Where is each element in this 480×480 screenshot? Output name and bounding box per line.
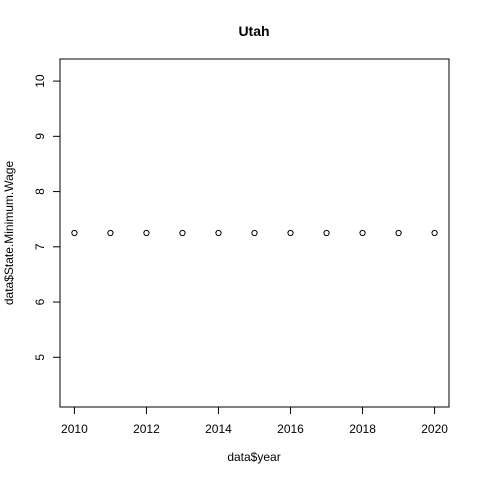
data-point	[71, 229, 78, 237]
y-axis: 5 6 7 8 9 10	[33, 74, 61, 361]
data-point	[215, 229, 222, 237]
data-point	[251, 229, 258, 237]
y-tick-label: 10	[33, 74, 47, 88]
y-axis-label: data$State.Minimum.Wage	[2, 161, 16, 306]
y-tick-label: 8	[33, 188, 47, 195]
data-points	[71, 229, 438, 237]
data-point	[287, 229, 294, 237]
y-tick-label: 6	[33, 298, 47, 305]
x-tick-label: 2012	[133, 422, 160, 436]
y-tick-label: 9	[33, 133, 47, 140]
chart-title: Utah	[238, 23, 269, 39]
x-tick-label: 2020	[421, 422, 448, 436]
data-point	[431, 229, 438, 237]
data-point	[107, 229, 114, 237]
data-point	[179, 229, 186, 237]
y-tick-label: 7	[33, 243, 47, 250]
x-tick-label: 2018	[349, 422, 376, 436]
x-tick-label: 2016	[277, 422, 304, 436]
x-tick-label: 2010	[61, 422, 88, 436]
data-point	[143, 229, 150, 237]
x-axis: 2010 2012 2014 2016 2018 2020	[61, 406, 448, 436]
data-point	[395, 229, 402, 237]
data-point	[359, 229, 366, 237]
x-axis-label: data$year	[227, 450, 280, 464]
x-tick-label: 2014	[205, 422, 232, 436]
y-tick-label: 5	[33, 354, 47, 361]
data-point	[323, 229, 330, 237]
